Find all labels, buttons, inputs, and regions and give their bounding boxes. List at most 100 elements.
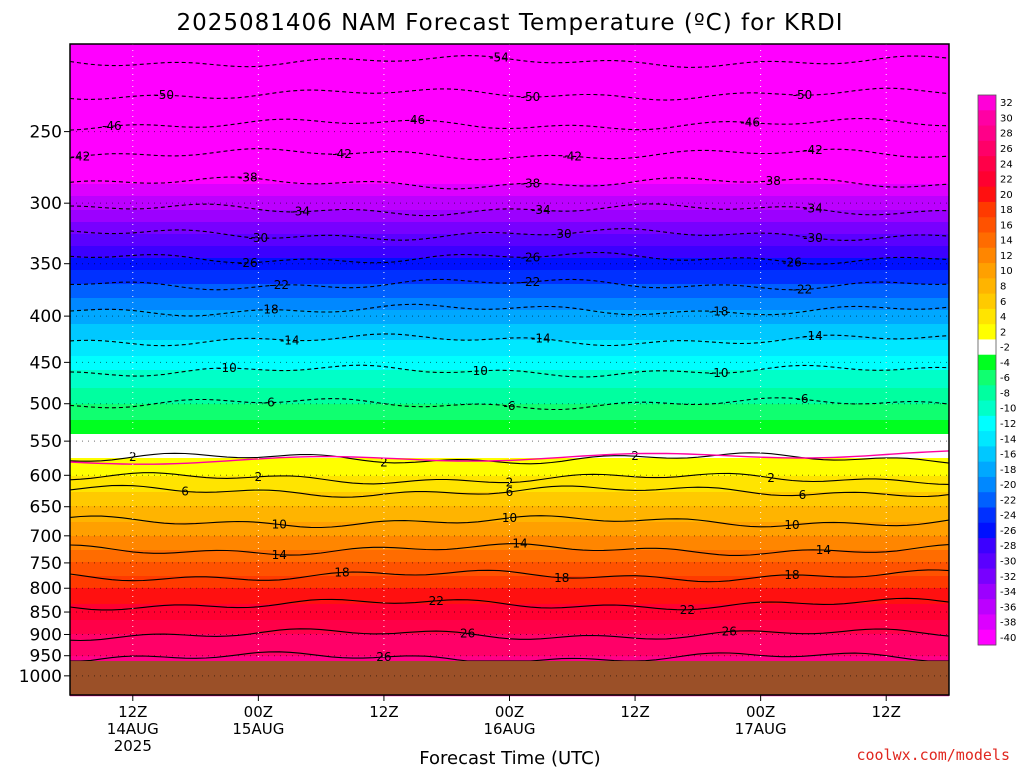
contour-label: -34 bbox=[803, 202, 823, 216]
temperature-band bbox=[70, 366, 949, 369]
contour-label: -14 bbox=[803, 329, 823, 343]
temperature-band bbox=[70, 134, 949, 137]
temperature-band bbox=[70, 200, 949, 203]
contour-label: -30 bbox=[552, 227, 572, 241]
x-tick-label: 12Z bbox=[620, 703, 649, 721]
temperature-band bbox=[70, 204, 949, 207]
temperature-band bbox=[70, 88, 949, 91]
temperature-band bbox=[70, 280, 949, 283]
temperature-band bbox=[70, 408, 949, 411]
temperature-band bbox=[70, 540, 949, 543]
temperature-band bbox=[70, 164, 949, 167]
colorbar-swatch bbox=[978, 324, 996, 340]
colorbar-swatch bbox=[978, 431, 996, 447]
temperature-band bbox=[70, 450, 949, 453]
x-tick-label: 00Z bbox=[244, 703, 273, 721]
contour-label: -38 bbox=[521, 176, 541, 190]
x-tick-label: 12Z bbox=[118, 703, 147, 721]
temperature-band bbox=[70, 506, 949, 509]
colorbar-swatch bbox=[978, 201, 996, 218]
colorbar-label: -26 bbox=[1000, 526, 1016, 537]
temperature-band bbox=[70, 246, 949, 249]
temperature-band bbox=[70, 420, 949, 423]
temperature-band bbox=[70, 138, 949, 141]
temperature-band bbox=[70, 588, 949, 591]
temperature-band bbox=[70, 258, 949, 261]
x-tick-label: 15AUG bbox=[232, 720, 284, 738]
temperature-band bbox=[70, 384, 949, 387]
colorbar-swatch bbox=[978, 370, 996, 386]
temperature-band bbox=[70, 148, 949, 151]
temperature-band bbox=[70, 564, 949, 567]
temperature-band bbox=[70, 432, 949, 435]
temperature-band bbox=[70, 226, 949, 229]
temperature-band bbox=[70, 290, 949, 293]
temperature-band bbox=[70, 64, 949, 67]
y-tick-label: 900 bbox=[30, 625, 62, 645]
temperature-band bbox=[70, 276, 949, 279]
temperature-band bbox=[70, 96, 949, 99]
temperature-band bbox=[70, 446, 949, 449]
colorbar-label: -34 bbox=[1000, 587, 1016, 598]
freezing-level-line bbox=[69, 450, 950, 465]
site-credit: coolwx.com/models bbox=[856, 746, 1010, 764]
colorbar-label: -22 bbox=[1000, 495, 1016, 506]
temperature-band bbox=[70, 350, 949, 353]
y-tick-label: 800 bbox=[30, 579, 62, 599]
colorbar-label: -12 bbox=[1000, 419, 1016, 430]
temperature-band bbox=[70, 334, 949, 337]
colorbar-swatch bbox=[978, 614, 996, 631]
x-axis-label: Forecast Time (UTC) bbox=[419, 748, 600, 768]
contour-label: -34 bbox=[531, 203, 551, 217]
temperature-band bbox=[70, 94, 949, 97]
contour-label: 14 bbox=[816, 543, 831, 557]
temperature-band bbox=[70, 490, 949, 493]
temperature-band bbox=[70, 156, 949, 159]
temperature-band bbox=[70, 214, 949, 217]
temperature-band bbox=[70, 244, 949, 247]
temperature-band bbox=[70, 212, 949, 215]
temperature-band bbox=[70, 456, 949, 459]
colorbar-label: -32 bbox=[1000, 572, 1016, 583]
temperature-band bbox=[70, 84, 949, 87]
colorbar-swatch bbox=[978, 140, 996, 157]
temperature-band bbox=[70, 144, 949, 147]
temperature-band bbox=[70, 86, 949, 89]
temperature-band bbox=[70, 236, 949, 239]
temperature-band bbox=[70, 250, 949, 253]
temperature-band bbox=[70, 474, 949, 477]
contour-label: 10 bbox=[784, 518, 799, 532]
isotherm-line bbox=[69, 397, 950, 411]
temperature-band bbox=[70, 576, 949, 579]
temperature-band bbox=[70, 548, 949, 551]
temperature-band bbox=[70, 386, 949, 389]
y-tick-label: 600 bbox=[30, 466, 62, 486]
temperature-band bbox=[70, 72, 949, 75]
temperature-band bbox=[70, 124, 949, 127]
temperature-band bbox=[70, 542, 949, 545]
temperature-band bbox=[70, 296, 949, 299]
temperature-band bbox=[70, 596, 949, 599]
temperature-band bbox=[70, 336, 949, 339]
temperature-band bbox=[70, 356, 949, 359]
temperature-band bbox=[70, 530, 949, 533]
temperature-band bbox=[70, 354, 949, 357]
temperature-band bbox=[70, 372, 949, 375]
colorbar-swatch bbox=[978, 538, 996, 554]
temperature-band bbox=[70, 206, 949, 209]
x-tick-label: 16AUG bbox=[484, 720, 536, 738]
isotherm-line bbox=[69, 515, 950, 529]
temperature-band bbox=[70, 550, 949, 553]
temperature-band bbox=[70, 266, 949, 269]
temperature-band bbox=[70, 552, 949, 555]
temperature-band bbox=[70, 288, 949, 291]
temperature-band bbox=[70, 646, 949, 649]
contour-label: -50 bbox=[793, 88, 813, 102]
temperature-band bbox=[70, 270, 949, 273]
temperature-band bbox=[70, 196, 949, 199]
temperature-band bbox=[70, 492, 949, 495]
contour-label: -50 bbox=[154, 88, 174, 102]
contour-label: -14 bbox=[280, 333, 300, 347]
contour-label: -6 bbox=[263, 396, 275, 410]
